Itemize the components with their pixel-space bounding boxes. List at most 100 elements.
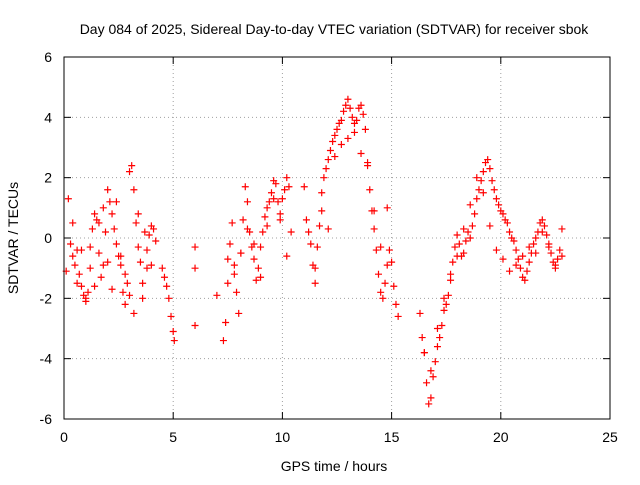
- data-point: [322, 165, 330, 173]
- x-tick-label: 5: [169, 429, 177, 445]
- data-point: [267, 189, 275, 197]
- data-point: [77, 246, 85, 254]
- data-point: [235, 309, 243, 317]
- data-point: [152, 237, 160, 245]
- data-point: [394, 312, 402, 320]
- data-point: [86, 243, 94, 251]
- data-point: [219, 337, 227, 345]
- data-point: [460, 225, 468, 233]
- y-tick-label: 6: [44, 49, 52, 65]
- data-point: [449, 258, 457, 266]
- data-point: [525, 243, 533, 251]
- data-point: [106, 198, 114, 206]
- plot-frame: [63, 56, 611, 420]
- data-point: [126, 291, 134, 299]
- data-point: [270, 195, 278, 203]
- data-point: [471, 210, 479, 218]
- data-point: [110, 225, 118, 233]
- data-point: [254, 264, 262, 272]
- data-point: [523, 267, 531, 275]
- data-point: [263, 222, 271, 230]
- data-point: [383, 261, 391, 269]
- data-point: [490, 186, 498, 194]
- data-point: [392, 300, 400, 308]
- data-point: [257, 243, 265, 251]
- y-tick-label: 2: [44, 170, 52, 186]
- data-point: [477, 177, 485, 185]
- data-point: [479, 189, 487, 197]
- data-point: [460, 249, 468, 257]
- data-point: [69, 219, 77, 227]
- data-point: [320, 174, 328, 182]
- data-point: [429, 373, 437, 381]
- data-point: [353, 116, 361, 124]
- data-point: [326, 147, 334, 155]
- data-point: [361, 125, 369, 133]
- data-point: [370, 225, 378, 233]
- data-point: [381, 279, 389, 287]
- data-point: [226, 240, 234, 248]
- data-point: [468, 222, 476, 230]
- data-point: [73, 279, 81, 287]
- data-point: [510, 237, 518, 245]
- data-point: [475, 186, 483, 194]
- data-point: [276, 216, 284, 224]
- data-point: [230, 270, 238, 278]
- data-point: [543, 231, 551, 239]
- data-point: [167, 312, 175, 320]
- data-point: [274, 198, 282, 206]
- data-point: [359, 110, 367, 118]
- data-point: [383, 204, 391, 212]
- data-point: [442, 300, 450, 308]
- data-point: [222, 318, 230, 326]
- data-point: [337, 140, 345, 148]
- data-point: [331, 131, 339, 139]
- data-point: [95, 219, 103, 227]
- data-point: [558, 252, 566, 260]
- data-point: [499, 210, 507, 218]
- data-point: [139, 279, 147, 287]
- data-point: [121, 270, 129, 278]
- data-point: [556, 246, 564, 254]
- data-point: [130, 309, 138, 317]
- data-point: [123, 279, 131, 287]
- data-point: [250, 240, 258, 248]
- data-point: [241, 183, 249, 191]
- data-point: [506, 267, 514, 275]
- data-point: [324, 156, 332, 164]
- y-tick-label: -6: [40, 411, 53, 427]
- data-point: [130, 186, 138, 194]
- data-point: [250, 255, 258, 263]
- data-point: [519, 252, 527, 260]
- data-point: [333, 125, 341, 133]
- data-point: [287, 228, 295, 236]
- data-point: [95, 249, 103, 257]
- data-point: [261, 213, 269, 221]
- data-point: [316, 222, 324, 230]
- data-point: [512, 261, 520, 269]
- data-point: [370, 207, 378, 215]
- data-point: [438, 321, 446, 329]
- data-point: [86, 264, 94, 272]
- data-point: [453, 252, 461, 260]
- data-point: [385, 246, 393, 254]
- data-point: [538, 228, 546, 236]
- x-tick-label: 25: [602, 429, 618, 445]
- data-point: [547, 249, 555, 257]
- data-point: [128, 162, 136, 170]
- data-point: [71, 261, 79, 269]
- data-point: [163, 282, 171, 290]
- y-tick-label: 0: [44, 230, 52, 246]
- data-point: [318, 207, 326, 215]
- data-point: [427, 394, 435, 402]
- data-point: [466, 234, 474, 242]
- data-point: [447, 276, 455, 284]
- data-point: [364, 162, 372, 170]
- x-tick-label: 20: [493, 429, 509, 445]
- data-point: [516, 264, 524, 272]
- data-point: [191, 321, 199, 329]
- data-point: [492, 246, 500, 254]
- data-point: [431, 358, 439, 366]
- data-point: [495, 201, 503, 209]
